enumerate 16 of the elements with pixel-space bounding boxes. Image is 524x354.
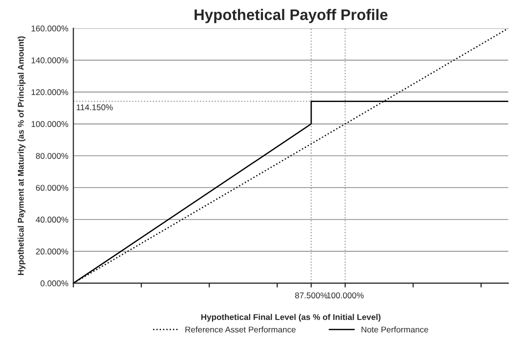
chart-title: Hypothetical Payoff Profile [194, 8, 388, 24]
y-tick-label: 120.000% [32, 89, 68, 96]
x-tick-label: 87.500% [295, 292, 328, 298]
y-tick-label: 40.000% [36, 216, 68, 223]
y-tick-label: 80.000% [36, 152, 68, 159]
y-tick-label: 0.000% [40, 280, 68, 286]
legend-label: Note Performance [362, 326, 428, 333]
y-tick-label: 160.000% [32, 26, 68, 32]
ref-line-label: 114.150% [76, 104, 113, 110]
y-axis-title: Hypothetical Payment at Maturity (as % of Principal Amount) [18, 36, 26, 275]
y-tick-label: 100.000% [32, 121, 68, 127]
y-tick-label: 20.000% [36, 248, 68, 254]
x-axis-title: Hypothetical Final Level (as % of Initial Level) [201, 314, 380, 322]
y-tick-label: 140.000% [32, 57, 68, 64]
y-tick-label: 60.000% [36, 184, 68, 191]
legend-label: Reference Asset Performance [185, 326, 296, 333]
